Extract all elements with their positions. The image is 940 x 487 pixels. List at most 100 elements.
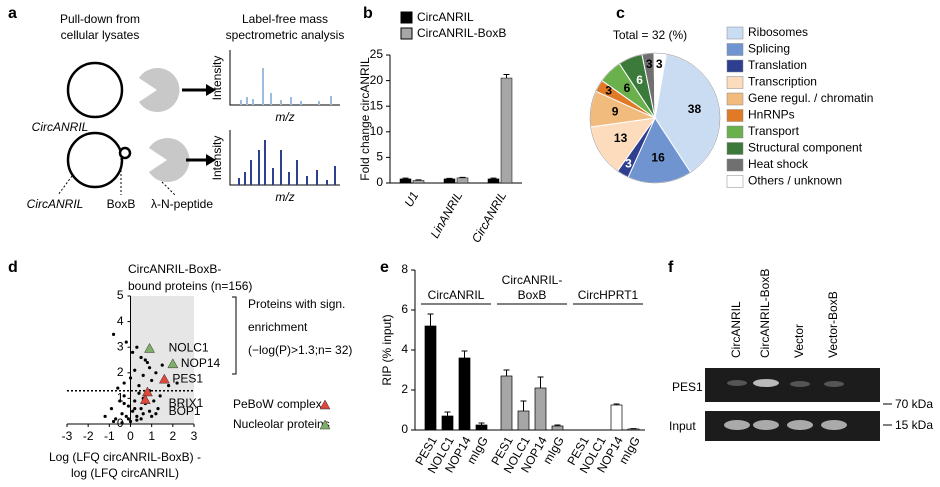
annotation: (−log(P)>1.3;n= 32) xyxy=(248,343,352,357)
legend-swatch xyxy=(726,158,744,172)
error-bar xyxy=(537,376,544,388)
y-tick-label: 2 xyxy=(117,365,124,379)
legend-swatch xyxy=(726,125,744,139)
lane-label: CircANRIL xyxy=(729,301,743,358)
point xyxy=(154,371,158,375)
error-bar xyxy=(402,177,409,179)
y-tick-label: 25 xyxy=(370,47,384,61)
point xyxy=(150,378,154,383)
point xyxy=(175,381,179,385)
point xyxy=(118,399,122,403)
triangle-point xyxy=(144,342,155,353)
bar xyxy=(412,180,425,184)
bar xyxy=(610,404,623,431)
point xyxy=(126,417,130,421)
bar xyxy=(551,425,564,431)
triangle-point xyxy=(158,373,170,384)
lane-label: CircANRIL-BoxB xyxy=(758,269,772,358)
marker-label: 70 kDa xyxy=(895,397,933,411)
legend-marker xyxy=(319,399,331,410)
pie-title: Total = 32 (%) xyxy=(613,28,687,42)
point xyxy=(141,412,145,416)
legend-swatch xyxy=(726,109,744,122)
error-bar xyxy=(415,179,422,181)
row-label: PES1 xyxy=(672,380,703,394)
y-tick-label: 0 xyxy=(401,422,408,436)
bar xyxy=(475,424,488,431)
panel-label: c xyxy=(616,5,625,22)
y-tick-label: 4 xyxy=(117,314,124,328)
slice-label: 6 xyxy=(624,81,631,95)
point-label: NOLC1 xyxy=(169,341,209,355)
marker-label: 15 kDa xyxy=(895,418,933,432)
y-tick-label: 2 xyxy=(401,382,408,396)
y-tick-label: 10 xyxy=(370,124,384,138)
point xyxy=(135,418,139,422)
point xyxy=(139,407,143,411)
rna-label: CircANRIL xyxy=(32,120,89,134)
point xyxy=(147,366,152,370)
slice-label: 9 xyxy=(612,104,619,118)
annotation: CircANRIL-BoxB- xyxy=(128,262,221,276)
band xyxy=(724,420,750,430)
point xyxy=(122,401,126,406)
x-axis-label: Log (LFQ circANRIL-BoxB) - xyxy=(49,450,201,464)
group-label: CircHPRT1 xyxy=(578,288,639,302)
legend-label: CircANRIL-BoxB xyxy=(417,26,506,40)
point xyxy=(103,414,107,418)
bar xyxy=(424,325,437,431)
x-tick-label: -2 xyxy=(83,429,94,443)
axis-label: m/z xyxy=(275,190,294,204)
slice-label: 3 xyxy=(625,156,632,170)
pie-outline xyxy=(589,52,721,184)
point xyxy=(137,391,141,395)
y-tick-label: 0 xyxy=(117,416,124,430)
point xyxy=(152,399,156,403)
point xyxy=(131,350,135,354)
band xyxy=(821,420,847,430)
point xyxy=(128,419,133,424)
bar xyxy=(534,387,547,431)
point xyxy=(124,414,128,418)
boxb-loop xyxy=(118,146,132,160)
bar xyxy=(500,375,513,431)
y-axis-label: RIP (% input) xyxy=(380,314,394,385)
legend-label: Structural component xyxy=(748,141,863,155)
point xyxy=(133,368,137,372)
legend-swatch xyxy=(726,175,744,188)
error-bar xyxy=(446,177,453,179)
panel-label: d xyxy=(8,259,18,276)
row-label: Input xyxy=(669,419,696,433)
point xyxy=(167,384,171,388)
panel-a-art: Pull-down from cellular lysates Label-fre… xyxy=(27,12,345,211)
band xyxy=(753,379,779,387)
point xyxy=(116,386,120,390)
point-label: BOP1 xyxy=(169,404,201,418)
band xyxy=(824,381,844,387)
x-tick-label: CircANRIL xyxy=(469,189,509,245)
point xyxy=(139,355,143,360)
point xyxy=(156,407,160,411)
x-axis-label: log (LFQ circANRIL) xyxy=(71,466,179,480)
point xyxy=(150,414,154,418)
point xyxy=(158,394,162,398)
lane-label: Vector-BoxB xyxy=(826,291,840,358)
arrow-head xyxy=(206,84,216,96)
bar xyxy=(458,357,471,431)
circle-rna xyxy=(66,61,124,119)
panel-label: a xyxy=(8,5,17,22)
triangle-point xyxy=(139,394,151,404)
connector xyxy=(57,158,176,196)
x-tick-label: 1 xyxy=(148,429,155,443)
legend-swatch xyxy=(726,26,744,40)
point xyxy=(124,340,128,344)
protein xyxy=(139,68,180,113)
point xyxy=(147,409,152,413)
spectrum-axis xyxy=(229,50,340,106)
legend-label: Translation xyxy=(748,58,807,72)
point xyxy=(154,412,158,416)
slice-label: 16 xyxy=(651,150,665,164)
band xyxy=(753,420,779,430)
y-tick-label: 1 xyxy=(117,391,124,405)
